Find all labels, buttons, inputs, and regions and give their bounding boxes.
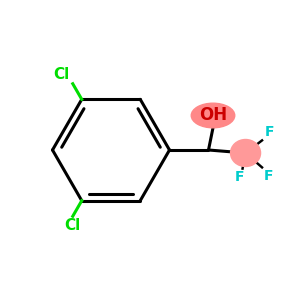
- Text: F: F: [235, 170, 244, 184]
- Text: F: F: [265, 124, 274, 139]
- Text: Cl: Cl: [53, 67, 70, 82]
- Ellipse shape: [191, 103, 235, 128]
- Text: F: F: [264, 169, 273, 184]
- Ellipse shape: [231, 140, 260, 166]
- Text: OH: OH: [199, 106, 227, 124]
- Text: Cl: Cl: [64, 218, 81, 233]
